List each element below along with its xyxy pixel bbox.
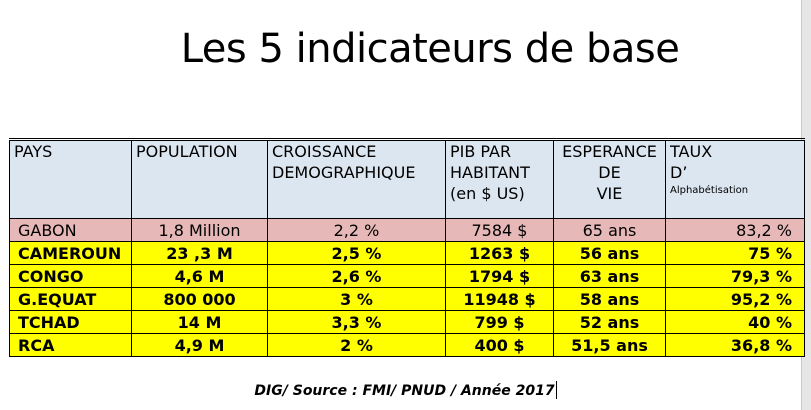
table-row-tchad: TCHAD 14 M 3,3 % 799 $ 52 ans 40 % — [9, 310, 805, 334]
table-row-rca: RCA 4,9 M 2 % 400 $ 51,5 ans 36,8 % — [9, 333, 805, 357]
cell-esperance: 65 ans — [553, 218, 666, 242]
cell-population: 1,8 Million — [131, 218, 268, 242]
header-pays: PAYS — [9, 139, 132, 219]
cell-population: 4,9 M — [131, 333, 268, 357]
cell-pays: CONGO — [9, 264, 132, 288]
cell-pib: 1794 $ — [445, 264, 554, 288]
source-caption: DIG/ Source : FMI/ PNUD / Année 2017 — [0, 381, 811, 399]
header-row: PAYS POPULATION CROISSANCE DEMOGRAPHIQUE… — [9, 139, 805, 219]
text-cursor — [555, 381, 557, 399]
cell-pib: 11948 $ — [445, 287, 554, 311]
cell-pays: TCHAD — [9, 310, 132, 334]
cell-population: 800 000 — [131, 287, 268, 311]
cell-esperance: 51,5 ans — [553, 333, 666, 357]
cell-croissance: 2 % — [267, 333, 446, 357]
cell-esperance: 56 ans — [553, 241, 666, 265]
cell-population: 23 ,3 M — [131, 241, 268, 265]
page-title: Les 5 indicateurs de base — [180, 26, 680, 72]
table-row-cameroun: CAMEROUN 23 ,3 M 2,5 % 1263 $ 56 ans 75 … — [9, 241, 805, 265]
header-esperance: ESPERANCE DE VIE — [553, 139, 666, 219]
cell-pays: CAMEROUN — [9, 241, 132, 265]
cell-taux: 36,8 % — [665, 333, 805, 357]
cell-croissance: 2,5 % — [267, 241, 446, 265]
cell-croissance: 2,2 % — [267, 218, 446, 242]
header-pib: PIB PAR HABITANT (en $ US) — [445, 139, 554, 219]
cell-pib: 1263 $ — [445, 241, 554, 265]
cell-taux: 95,2 % — [665, 287, 805, 311]
table-row-gequat: G.EQUAT 800 000 3 % 11948 $ 58 ans 95,2 … — [9, 287, 805, 311]
cell-taux: 79,3 % — [665, 264, 805, 288]
cell-pib: 400 $ — [445, 333, 554, 357]
cell-taux: 75 % — [665, 241, 805, 265]
indicators-table: PAYS POPULATION CROISSANCE DEMOGRAPHIQUE… — [9, 138, 805, 357]
table-row-congo: CONGO 4,6 M 2,6 % 1794 $ 63 ans 79,3 % — [9, 264, 805, 288]
cell-pib: 799 $ — [445, 310, 554, 334]
cell-pib: 7584 $ — [445, 218, 554, 242]
cell-croissance: 2,6 % — [267, 264, 446, 288]
cell-pays: RCA — [9, 333, 132, 357]
cell-pays: G.EQUAT — [9, 287, 132, 311]
cell-population: 14 M — [131, 310, 268, 334]
cell-taux: 40 % — [665, 310, 805, 334]
table-row-gabon: GABON 1,8 Million 2,2 % 7584 $ 65 ans 83… — [9, 218, 805, 242]
header-population: POPULATION — [131, 139, 268, 219]
cell-population: 4,6 M — [131, 264, 268, 288]
header-croissance: CROISSANCE DEMOGRAPHIQUE — [267, 139, 446, 219]
header-taux: TAUX D’ Alphabétisation — [665, 139, 805, 219]
cell-croissance: 3,3 % — [267, 310, 446, 334]
cell-esperance: 52 ans — [553, 310, 666, 334]
source-text: DIG/ Source : FMI/ PNUD / Année 2017 — [254, 383, 555, 399]
cell-croissance: 3 % — [267, 287, 446, 311]
cell-taux: 83,2 % — [665, 218, 805, 242]
cell-pays: GABON — [9, 218, 132, 242]
cell-esperance: 63 ans — [553, 264, 666, 288]
cell-esperance: 58 ans — [553, 287, 666, 311]
